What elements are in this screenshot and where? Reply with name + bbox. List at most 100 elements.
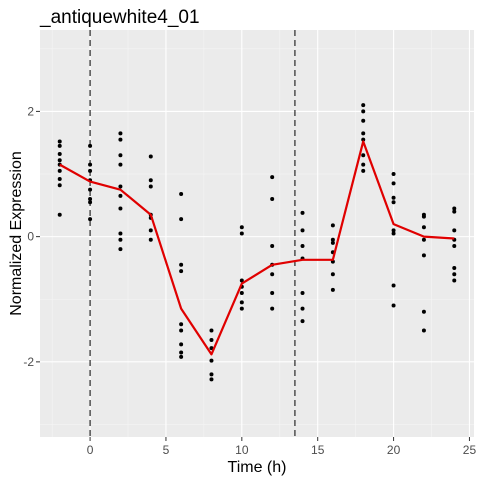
y-tick-label: 0 xyxy=(27,230,34,244)
data-point xyxy=(330,240,335,245)
data-point xyxy=(179,262,184,267)
data-point xyxy=(148,228,153,233)
data-point xyxy=(118,231,123,236)
data-point xyxy=(88,217,93,222)
data-point xyxy=(270,306,275,311)
data-point xyxy=(270,290,275,295)
data-point xyxy=(148,237,153,242)
data-point xyxy=(391,195,396,200)
data-point xyxy=(391,231,396,236)
data-point xyxy=(88,143,93,148)
data-point xyxy=(452,265,457,270)
data-point xyxy=(179,328,184,333)
data-point xyxy=(57,177,62,182)
data-point xyxy=(421,328,426,333)
x-tick-label: 25 xyxy=(463,443,477,457)
data-point xyxy=(57,139,62,144)
data-point xyxy=(88,197,93,202)
data-point xyxy=(148,184,153,189)
data-point xyxy=(300,210,305,215)
data-point xyxy=(57,183,62,188)
data-point xyxy=(57,168,62,173)
chart-title: _antiquewhite4_01 xyxy=(39,7,200,28)
mean-line-group xyxy=(59,140,455,356)
data-point xyxy=(300,228,305,233)
data-point xyxy=(179,217,184,222)
data-point xyxy=(452,209,457,214)
data-point xyxy=(148,154,153,159)
data-point xyxy=(88,200,93,205)
data-point xyxy=(118,153,123,158)
data-point xyxy=(270,272,275,277)
data-point xyxy=(361,137,366,142)
data-point xyxy=(361,103,366,108)
data-point xyxy=(209,358,214,363)
data-point xyxy=(118,162,123,167)
data-point xyxy=(330,237,335,242)
x-tick-label: 15 xyxy=(311,443,325,457)
data-point xyxy=(179,354,184,359)
data-point xyxy=(239,278,244,283)
data-point xyxy=(452,244,457,249)
data-point xyxy=(421,253,426,258)
data-point xyxy=(118,206,123,211)
y-axis-title: Normalized Expression xyxy=(8,151,25,316)
data-point xyxy=(361,131,366,136)
data-point xyxy=(179,350,184,355)
data-point xyxy=(391,200,396,205)
data-point xyxy=(300,244,305,249)
x-tick-label: 10 xyxy=(235,443,249,457)
x-tick-label: 5 xyxy=(163,443,170,457)
data-point xyxy=(270,197,275,202)
data-point xyxy=(118,237,123,242)
data-point xyxy=(452,272,457,277)
x-tick-label: 20 xyxy=(387,443,401,457)
data-point xyxy=(452,206,457,211)
x-axis-title: Time (h) xyxy=(228,459,287,476)
data-point xyxy=(330,223,335,228)
data-point xyxy=(391,172,396,177)
data-point xyxy=(391,283,396,288)
data-point xyxy=(239,306,244,311)
data-point xyxy=(209,372,214,377)
data-point xyxy=(330,287,335,292)
data-point xyxy=(421,225,426,230)
data-point xyxy=(239,290,244,295)
data-point xyxy=(57,212,62,217)
y-tick-label: -2 xyxy=(23,355,34,369)
data-point xyxy=(57,151,62,156)
plot-panel xyxy=(40,30,474,437)
data-point xyxy=(270,175,275,180)
data-point xyxy=(57,158,62,163)
y-tick-label: 2 xyxy=(27,104,34,118)
data-point xyxy=(209,377,214,382)
data-point xyxy=(209,346,214,351)
data-point xyxy=(118,247,123,252)
data-point xyxy=(179,269,184,274)
data-point xyxy=(391,181,396,186)
data-point xyxy=(421,237,426,242)
data-point xyxy=(179,342,184,347)
data-point xyxy=(361,162,366,167)
reference-lines xyxy=(89,30,296,437)
data-point xyxy=(452,278,457,283)
data-point xyxy=(118,193,123,198)
data-point xyxy=(239,225,244,230)
x-tick-label: 0 xyxy=(87,443,94,457)
data-point xyxy=(361,109,366,114)
data-point xyxy=(361,153,366,158)
x-axis: 0 5 10 15 20 25 xyxy=(87,437,477,457)
data-point xyxy=(88,168,93,173)
data-point xyxy=(179,322,184,327)
data-point xyxy=(179,192,184,197)
data-point xyxy=(88,187,93,192)
data-point xyxy=(239,231,244,236)
data-point xyxy=(391,303,396,308)
y-axis: -2 0 2 xyxy=(23,104,40,369)
data-point xyxy=(330,272,335,277)
data-point xyxy=(239,300,244,305)
data-point xyxy=(148,178,153,183)
data-point xyxy=(118,131,123,136)
data-point xyxy=(88,162,93,167)
data-point xyxy=(209,328,214,333)
